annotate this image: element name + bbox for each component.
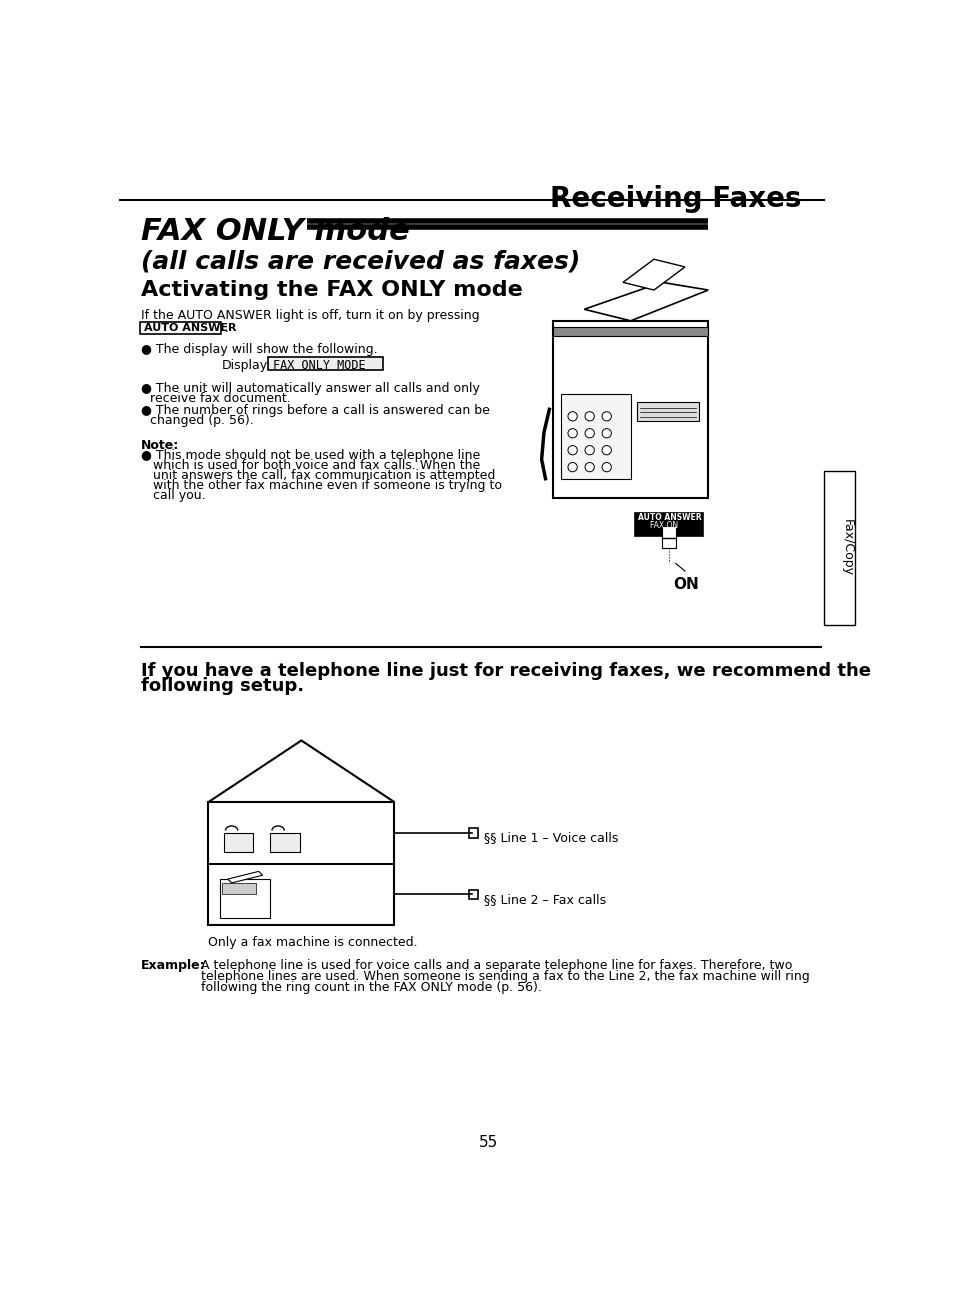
Text: ● This mode should not be used with a telephone line: ● This mode should not be used with a te… [141,449,479,462]
Text: ● The unit will automatically answer all calls and only: ● The unit will automatically answer all… [141,382,479,395]
Text: A telephone line is used for voice calls and a separate telephone line for faxes: A telephone line is used for voice calls… [200,959,791,972]
Bar [661,527,675,547]
Circle shape [584,445,594,454]
Circle shape [567,462,577,472]
Circle shape [567,411,577,421]
Bar [637,401,699,421]
Text: §§ Line 2 – Fax calls: §§ Line 2 – Fax calls [484,893,606,906]
Text: changed (p. 56).: changed (p. 56). [150,414,253,427]
Text: §§ Line 1 – Voice calls: §§ Line 1 – Voice calls [484,831,618,844]
Text: Note:: Note: [141,439,179,452]
Text: ON: ON [673,577,699,593]
Circle shape [601,445,611,454]
Text: with the other fax machine even if someone is trying to: with the other fax machine even if someo… [141,480,501,493]
Bar [224,833,253,853]
Text: which is used for both voice and fax calls. When the: which is used for both voice and fax cal… [141,459,479,472]
Text: AUTO ANSWER: AUTO ANSWER [144,324,236,333]
Text: (all calls are received as faxes): (all calls are received as faxes) [141,250,579,273]
Text: following the ring count in the FAX ONLY mode (p. 56).: following the ring count in the FAX ONLY… [200,981,541,994]
Text: 55: 55 [478,1135,498,1150]
Text: If you have a telephone line just for receiving faxes, we recommend the: If you have a telephone line just for re… [141,663,870,679]
Text: If the AUTO ANSWER light is off, turn it on by pressing: If the AUTO ANSWER light is off, turn it… [141,309,479,322]
Text: Fax/Copy: Fax/Copy [841,519,853,577]
Circle shape [601,428,611,437]
Polygon shape [622,259,684,290]
Bar [468,828,477,837]
Text: FAX ON: FAX ON [649,521,678,531]
Bar [221,883,256,894]
Polygon shape [208,740,394,802]
Circle shape [601,411,611,421]
Bar [560,393,630,479]
Text: Display:: Display: [221,358,271,371]
Circle shape [601,462,611,472]
Text: call you.: call you. [141,489,205,502]
Circle shape [584,428,594,437]
Bar [823,471,855,625]
Bar [634,512,702,536]
Text: ● The number of rings before a call is answered can be: ● The number of rings before a call is a… [141,404,489,417]
FancyBboxPatch shape [140,322,220,334]
Text: ● The display will show the following.: ● The display will show the following. [141,343,377,356]
Bar [208,802,394,925]
Bar [553,327,707,336]
Text: telephone lines are used. When someone is sending a fax to the Line 2, the fax m: telephone lines are used. When someone i… [200,970,808,983]
Text: Activating the FAX ONLY mode: Activating the FAX ONLY mode [141,280,522,300]
Text: AUTO ANSWER: AUTO ANSWER [637,514,700,523]
Circle shape [567,428,577,437]
Text: FAX ONLY MODE: FAX ONLY MODE [273,358,365,371]
Bar [553,321,707,498]
Bar [270,833,299,853]
Text: FAX ONLY mode: FAX ONLY mode [141,217,409,246]
Text: .: . [224,322,229,335]
Circle shape [584,462,594,472]
Text: Only a fax machine is connected.: Only a fax machine is connected. [208,936,417,949]
Bar [268,357,382,370]
Text: Example:: Example: [141,959,205,972]
Bar [220,879,270,917]
Circle shape [584,411,594,421]
Polygon shape [583,282,707,321]
Text: unit answers the call, fax communication is attempted: unit answers the call, fax communication… [141,470,495,483]
Text: Receiving Faxes: Receiving Faxes [549,185,801,212]
Circle shape [567,445,577,454]
Text: receive fax document.: receive fax document. [150,392,291,405]
Polygon shape [228,871,262,883]
Bar [468,890,477,899]
Text: following setup.: following setup. [141,677,304,695]
